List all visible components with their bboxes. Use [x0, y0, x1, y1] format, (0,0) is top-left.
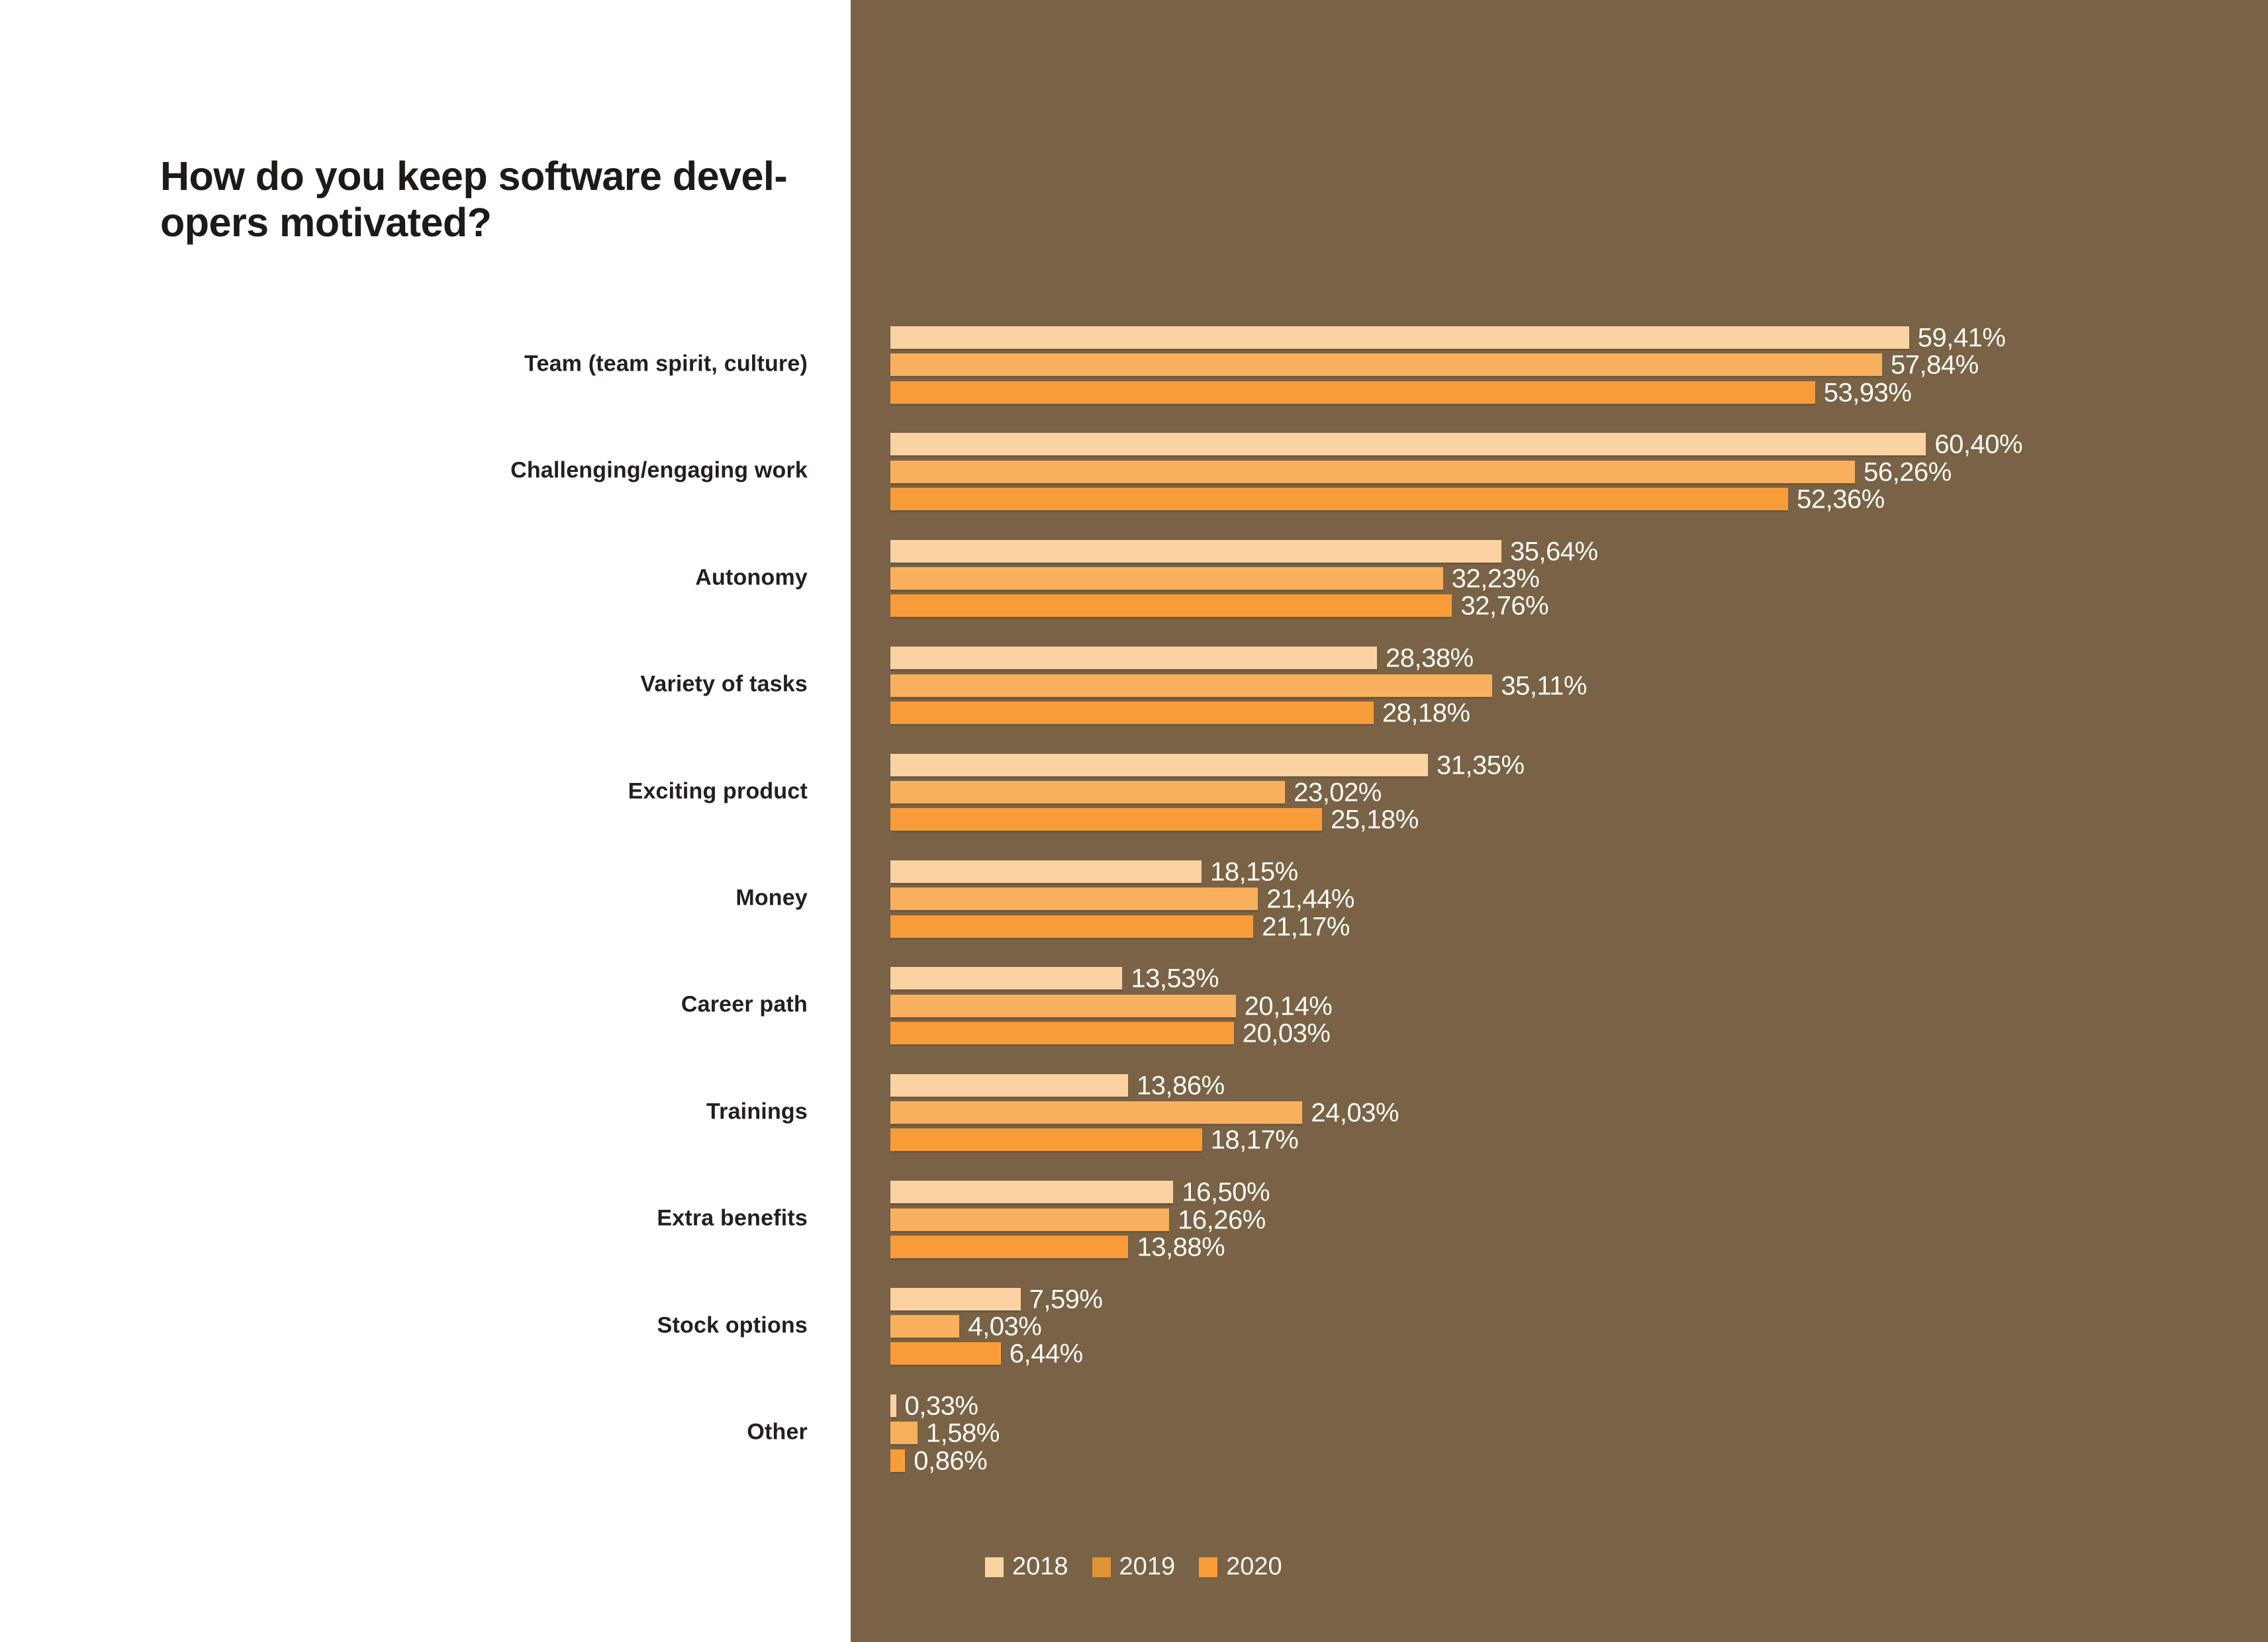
legend-item-2018: 2018 [985, 1553, 1068, 1581]
bar-value-2019-autonomy: 32,23% [1451, 564, 1540, 594]
bar-value-2020-challenging-engaging-work: 52,36% [1797, 484, 1885, 514]
legend-label-2018: 2018 [1012, 1553, 1068, 1580]
bar-2019-extra-benefits [890, 1208, 1170, 1231]
bar-2018-stock-options [890, 1287, 1021, 1310]
bar-2020-other [890, 1449, 906, 1472]
bar-value-2018-extra-benefits: 16,50% [1182, 1177, 1270, 1207]
bar-2019-career-path [890, 994, 1236, 1017]
bar-2020-stock-options [890, 1342, 1001, 1365]
legend-swatch-2019 [1092, 1557, 1111, 1577]
legend-swatch-2018 [985, 1557, 1004, 1577]
bar-value-2018-exciting-product: 31,35% [1436, 751, 1525, 780]
bar-value-2018-stock-options: 7,59% [1029, 1285, 1103, 1314]
category-label-team-team-spirit-culture: Team (team spirit, culture) [524, 351, 808, 377]
page-title-line-2: opers motivated? [160, 199, 492, 245]
bar-2019-exciting-product [890, 780, 1286, 803]
bar-2020-career-path [890, 1022, 1234, 1044]
category-label-career-path: Career path [681, 991, 808, 1017]
category-label-money: Money [735, 885, 808, 911]
bar-value-2019-money: 21,44% [1266, 884, 1354, 914]
bar-2019-money [890, 888, 1258, 911]
bar-value-2018-variety-of-tasks: 28,38% [1386, 643, 1474, 673]
bar-value-2020-career-path: 20,03% [1242, 1019, 1331, 1048]
bar-2019-other [890, 1422, 918, 1445]
bar-2018-money [890, 860, 1202, 883]
category-label-extra-benefits: Extra benefits [657, 1205, 808, 1231]
bar-2020-challenging-engaging-work [890, 488, 1789, 510]
bar-2020-autonomy [890, 594, 1452, 617]
bar-2019-challenging-engaging-work [890, 460, 1856, 483]
legend-label-2019: 2019 [1119, 1553, 1176, 1580]
bar-value-2020-money: 21,17% [1262, 912, 1350, 942]
bar-2018-team-team-spirit-culture [890, 326, 1909, 349]
legend-item-2019: 2019 [1092, 1553, 1176, 1581]
bar-2019-trainings [890, 1101, 1303, 1124]
legend-item-2020: 2020 [1199, 1553, 1282, 1581]
category-label-stock-options: Stock options [657, 1312, 808, 1338]
category-label-trainings: Trainings [706, 1099, 808, 1124]
bar-2018-extra-benefits [890, 1181, 1174, 1204]
bar-2020-team-team-spirit-culture [890, 381, 1815, 404]
bar-value-2020-other: 0,86% [914, 1446, 988, 1476]
bar-2018-trainings [890, 1073, 1128, 1097]
bar-2019-variety-of-tasks [890, 674, 1493, 697]
bar-value-2020-autonomy: 32,76% [1460, 591, 1549, 621]
bar-2019-team-team-spirit-culture [890, 353, 1883, 377]
bar-value-2020-variety-of-tasks: 28,18% [1382, 698, 1470, 728]
bar-value-2018-autonomy: 35,64% [1510, 537, 1598, 567]
category-label-variety-of-tasks: Variety of tasks [640, 671, 808, 697]
bar-value-2019-career-path: 20,14% [1244, 991, 1333, 1021]
bar-value-2019-team-team-spirit-culture: 57,84% [1891, 350, 1979, 380]
bar-2018-autonomy [890, 539, 1502, 563]
category-label-challenging-engaging-work: Challenging/engaging work [510, 457, 808, 483]
legend-label-2020: 2020 [1226, 1553, 1282, 1580]
bar-value-2019-variety-of-tasks: 35,11% [1501, 671, 1587, 700]
bar-value-2019-trainings: 24,03% [1311, 1098, 1399, 1128]
bar-value-2019-stock-options: 4,03% [968, 1312, 1042, 1342]
bar-2019-stock-options [890, 1314, 960, 1338]
bar-value-2020-extra-benefits: 13,88% [1137, 1232, 1225, 1262]
page-title: How do you keep software devel-opers mot… [160, 154, 875, 246]
bar-value-2020-exciting-product: 25,18% [1331, 805, 1419, 835]
legend-swatch-2020 [1199, 1557, 1218, 1577]
category-label-other: Other [747, 1419, 808, 1445]
category-label-exciting-product: Exciting product [628, 778, 808, 804]
bar-value-2020-team-team-spirit-culture: 53,93% [1823, 378, 1912, 408]
chart-legend: 2018 2019 2020 [985, 1553, 1282, 1581]
bar-2018-career-path [890, 967, 1123, 990]
bar-2019-autonomy [890, 567, 1443, 590]
bar-value-2018-career-path: 13,53% [1131, 964, 1219, 993]
bar-value-2018-team-team-spirit-culture: 59,41% [1917, 323, 2006, 353]
bar-value-2019-challenging-engaging-work: 56,26% [1864, 457, 1952, 487]
page-title-line-1: How do you keep software devel- [160, 154, 788, 199]
bar-value-2019-extra-benefits: 16,26% [1178, 1205, 1266, 1234]
bar-2018-exciting-product [890, 753, 1428, 776]
bar-value-2018-challenging-engaging-work: 60,40% [1934, 430, 2023, 459]
bar-value-2020-trainings: 18,17% [1210, 1125, 1299, 1155]
bar-2020-trainings [890, 1128, 1202, 1152]
bar-2020-variety-of-tasks [890, 701, 1374, 724]
bar-2018-other [890, 1394, 896, 1417]
bar-value-2019-exciting-product: 23,02% [1294, 778, 1382, 807]
bar-value-2018-trainings: 13,86% [1136, 1071, 1225, 1101]
bar-value-2018-other: 0,33% [904, 1391, 978, 1421]
bar-2020-exciting-product [890, 808, 1323, 831]
bar-value-2018-money: 18,15% [1210, 857, 1298, 887]
category-label-autonomy: Autonomy [695, 565, 808, 590]
bar-value-2020-stock-options: 6,44% [1009, 1339, 1083, 1369]
bar-value-2019-other: 1,58% [925, 1418, 1000, 1448]
bar-2020-money [890, 915, 1254, 938]
bar-2018-challenging-engaging-work [890, 433, 1926, 456]
bar-2020-extra-benefits [890, 1235, 1129, 1258]
bar-2018-variety-of-tasks [890, 647, 1378, 670]
